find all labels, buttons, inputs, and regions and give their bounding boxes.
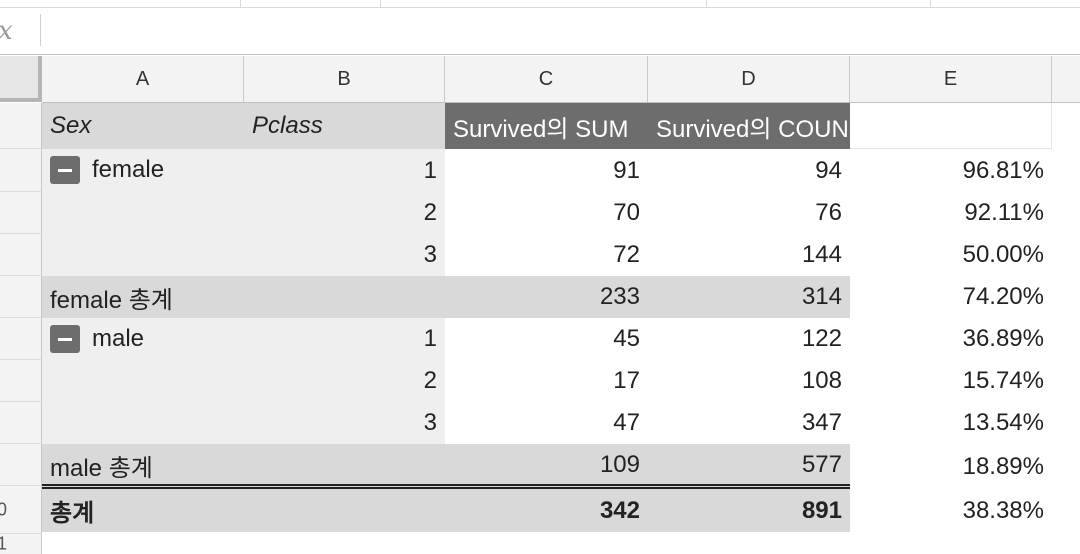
divider [706, 0, 707, 8]
pclass-cell[interactable]: 2 [423, 367, 437, 394]
subtotal-count[interactable]: 314 [648, 276, 850, 318]
percent-cell[interactable]: 18.89% [962, 453, 1044, 480]
row-header[interactable] [0, 192, 42, 234]
grand-total-divider [42, 484, 850, 489]
minus-icon [58, 168, 72, 172]
sum-cell[interactable]: 70 [613, 199, 640, 226]
collapse-toggle[interactable] [50, 325, 80, 353]
row-header[interactable]: 1 [0, 534, 42, 554]
percent-cell[interactable]: 50.00% [962, 241, 1044, 268]
subtotal-sum[interactable]: 233 [445, 276, 648, 318]
row-header[interactable] [0, 149, 42, 192]
percent-cell[interactable]: 92.11% [964, 199, 1044, 226]
count-cell[interactable]: 122 [801, 325, 842, 352]
empty-cell[interactable] [850, 103, 1052, 149]
grand-total-count[interactable]: 891 [648, 489, 850, 532]
percent-cell[interactable]: 15.74% [962, 367, 1044, 394]
divider [930, 0, 931, 8]
column-header-e[interactable]: E [850, 56, 1052, 103]
pivot-header-sum[interactable]: Survived의 SUM [445, 103, 648, 149]
sum-cell[interactable]: 91 [613, 156, 640, 184]
row-header[interactable] [0, 444, 42, 486]
subtotal-label[interactable]: male 총계 [42, 444, 445, 486]
row-group-male[interactable]: male [42, 318, 244, 444]
pclass-cell[interactable]: 3 [423, 409, 437, 436]
formula-divider [40, 14, 41, 46]
grand-total-label[interactable]: 총계 [42, 489, 445, 532]
column-header-c[interactable]: C [445, 56, 648, 103]
pivot-header-count[interactable]: Survived의 COUN [648, 103, 850, 149]
percent-cell[interactable]: 13.54% [962, 409, 1044, 436]
percent-cell[interactable]: 74.20% [962, 283, 1044, 310]
percent-cell[interactable]: 36.89% [962, 325, 1044, 352]
select-all-corner[interactable] [0, 56, 42, 102]
sum-cell[interactable]: 72 [613, 241, 640, 268]
group-label: male [92, 325, 145, 352]
percent-cell[interactable]: 96.81% [962, 156, 1044, 184]
row-header[interactable] [0, 402, 42, 444]
subtotal-count[interactable]: 577 [648, 444, 850, 486]
pivot-header-pclass[interactable]: Pclass [244, 103, 445, 149]
formula-input[interactable] [48, 14, 1068, 46]
top-strip [0, 0, 1080, 8]
collapse-toggle[interactable] [50, 156, 80, 184]
fx-icon: x [0, 18, 13, 44]
column-header-f[interactable] [1052, 56, 1080, 103]
subtotal-sum[interactable]: 109 [445, 444, 648, 486]
pclass-column-bg [244, 318, 445, 444]
grand-total-sum[interactable]: 342 [445, 489, 648, 532]
column-header-d[interactable]: D [648, 56, 850, 103]
subtotal-label[interactable]: female 총계 [42, 276, 445, 318]
divider [240, 0, 241, 8]
row-group-female[interactable]: female [42, 149, 244, 276]
column-header-a[interactable]: A [42, 56, 244, 103]
pclass-cell[interactable]: 2 [423, 199, 437, 226]
minus-icon [58, 337, 72, 341]
pclass-cell[interactable]: 3 [423, 241, 437, 268]
row-header[interactable] [0, 276, 42, 318]
row-header[interactable] [0, 318, 42, 360]
count-cell[interactable]: 108 [801, 367, 842, 394]
count-cell[interactable]: 347 [801, 409, 842, 436]
count-cell[interactable]: 94 [815, 156, 842, 184]
pclass-column-bg [244, 149, 445, 276]
divider [380, 0, 381, 8]
row-header[interactable]: 0 [0, 486, 42, 534]
row-header[interactable] [0, 103, 42, 149]
percent-cell[interactable]: 38.38% [962, 496, 1044, 524]
count-cell[interactable]: 76 [815, 199, 842, 226]
sum-cell[interactable]: 45 [613, 325, 640, 352]
pclass-cell[interactable]: 1 [423, 325, 437, 352]
row-header[interactable] [0, 360, 42, 402]
row-header[interactable] [0, 234, 42, 276]
sum-cell[interactable]: 17 [613, 367, 640, 394]
pivot-header-sex[interactable]: Sex [42, 103, 244, 149]
group-label: female [92, 156, 165, 183]
pclass-cell[interactable]: 1 [423, 156, 437, 184]
column-header-b[interactable]: B [244, 56, 445, 103]
count-cell[interactable]: 144 [801, 241, 842, 268]
sum-cell[interactable]: 47 [613, 409, 640, 436]
